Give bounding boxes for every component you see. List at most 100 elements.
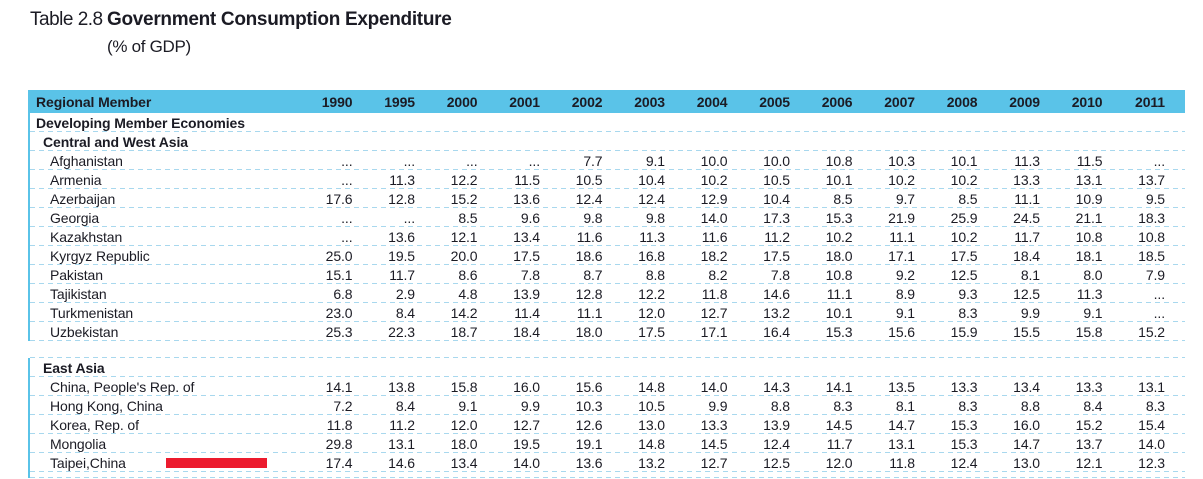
section-header-row: East Asia [28,358,1185,377]
cell-value: 11.6 [576,228,603,245]
cell-value: 13.6 [388,228,415,245]
table-bottom-gap [28,472,1185,478]
cell-value: 12.8 [575,285,603,302]
cell-value: 15.6 [888,323,915,340]
cell-value: 12.7 [513,416,540,433]
cell-value: 14.2 [450,304,478,321]
cell-value: 12.5 [763,454,790,471]
cell-value: 15.2 [450,190,478,207]
cell-value: 19.5 [388,247,415,264]
cell-value: 17.3 [763,209,790,226]
row-label: Georgia [50,209,100,226]
cell-value: 11.3 [639,228,665,245]
cell-value: ... [466,152,478,169]
cell-value: 8.4 [1083,397,1103,414]
cell-value: 7.7 [583,152,603,169]
cell-value: 13.0 [638,416,665,433]
column-header-2010: 2010 [1071,93,1103,110]
cell-value: 18.3 [1138,209,1165,226]
cell-value: 13.9 [763,416,790,433]
cell-value: 19.5 [513,435,540,452]
cell-value: ... [528,152,540,169]
cell-value: 11.3 [1076,285,1103,302]
cell-value: 13.3 [1075,378,1103,395]
cell-value: 25.9 [950,209,978,226]
table-row: China, People's Rep. of 14.1 13.8 15.8 16.0 1… [28,377,1185,396]
table-row: Kyrgyz Republic 25.0 19.5 20.0 17.5 18.6 16.8 1… [28,246,1185,265]
cell-value: 10.0 [763,152,790,169]
cell-value: 12.1 [450,228,478,245]
red-highlight-bar [166,457,267,468]
cell-value: 8.8 [1020,397,1040,414]
cell-value: 10.5 [638,397,665,414]
column-header-2011: 2011 [1135,93,1165,110]
cell-value: 15.8 [1075,323,1103,340]
section-header-label: East Asia [43,359,105,376]
cell-value: 9.9 [1020,304,1040,321]
section-gap [28,341,1185,358]
cell-value: 20.0 [450,247,478,264]
row-label: Korea, Rep. of [50,416,139,433]
table-row: Kazakhstan... 13.6 12.1 13.4 11.6 11.3 11.6 11.… [28,227,1185,246]
cell-value: 10.4 [638,171,665,188]
cell-value: 10.1 [825,171,853,188]
table-body: Developing Member Economies Central and W… [28,113,1185,478]
cell-value: 11.8 [889,454,915,471]
cell-value: 12.0 [825,454,853,471]
cell-value: 12.2 [450,171,478,188]
table-header-row: Regional Member 1990 1995 2000 2001 2002 2003 2… [28,90,1185,113]
cell-value: 11.8 [701,285,728,302]
column-header-2003: 2003 [634,93,665,110]
cell-value: 9.5 [1145,190,1165,207]
cell-value: 11.2 [389,416,415,433]
cell-value: 9.1 [895,304,915,321]
table-subtitle: (% of GDP) [107,37,191,56]
cell-value: 10.2 [888,171,915,188]
table-row: Uzbekistan 25.3 22.3 18.7 18.4 18.0 17.5 17.1 16… [28,322,1185,341]
cell-value: 11.1 [1014,190,1040,207]
cell-value: 10.2 [950,228,978,245]
cell-value: 13.4 [1013,378,1040,395]
cell-value: 18.0 [825,247,853,264]
cell-value: 10.8 [1075,228,1103,245]
cell-value: 13.1 [888,435,915,452]
cell-value: 11.1 [889,228,915,245]
row-label: Mongolia [50,435,107,452]
cell-value: 8.8 [770,397,790,414]
cell-value: 8.8 [645,266,665,283]
cell-value: 15.3 [950,435,978,452]
table-row: Armenia... 11.3 12.2 11.5 10.5 10.4 10.2 10.5 10… [28,170,1185,189]
cell-value: 13.8 [388,378,415,395]
column-header-1995: 1995 [384,93,415,110]
row-label: Azerbaijan [50,190,116,207]
cell-value: 18.0 [575,323,603,340]
cell-value: 9.9 [520,397,540,414]
cell-value: 10.2 [700,171,728,188]
cell-value: 14.1 [325,378,353,395]
group-header-label: Developing Member Economies [36,114,245,131]
cell-value: 15.2 [1075,416,1103,433]
cell-value: 9.1 [458,397,478,414]
column-header-2000: 2000 [446,93,478,110]
column-header-2007: 2007 [884,93,915,110]
cell-value: 15.4 [1138,416,1165,433]
cell-value: 19.1 [575,435,603,452]
cell-value: 10.8 [825,152,853,169]
column-header-2005: 2005 [759,93,790,110]
cell-value: 14.1 [825,378,853,395]
cell-value: 8.5 [458,209,478,226]
column-header-2006: 2006 [821,93,853,110]
cell-value: 15.3 [825,209,853,226]
cell-value: ... [1153,152,1165,169]
table-row: Afghanistan............ 7.7 9.1 10.0 10.0 10.… [28,151,1185,170]
cell-value: 15.3 [825,323,853,340]
cell-value: 22.3 [388,323,415,340]
cell-value: 18.5 [1138,247,1165,264]
column-header-2008: 2008 [946,93,978,110]
cell-value: 9.6 [520,209,540,226]
cell-value: 13.7 [1138,171,1165,188]
table-row: Turkmenistan 23.0 8.4 14.2 11.4 11.1 12.0 12.7 1… [28,303,1185,322]
cell-value: 24.5 [1013,209,1040,226]
cell-value: 6.8 [333,285,353,302]
cell-value: ... [341,152,353,169]
